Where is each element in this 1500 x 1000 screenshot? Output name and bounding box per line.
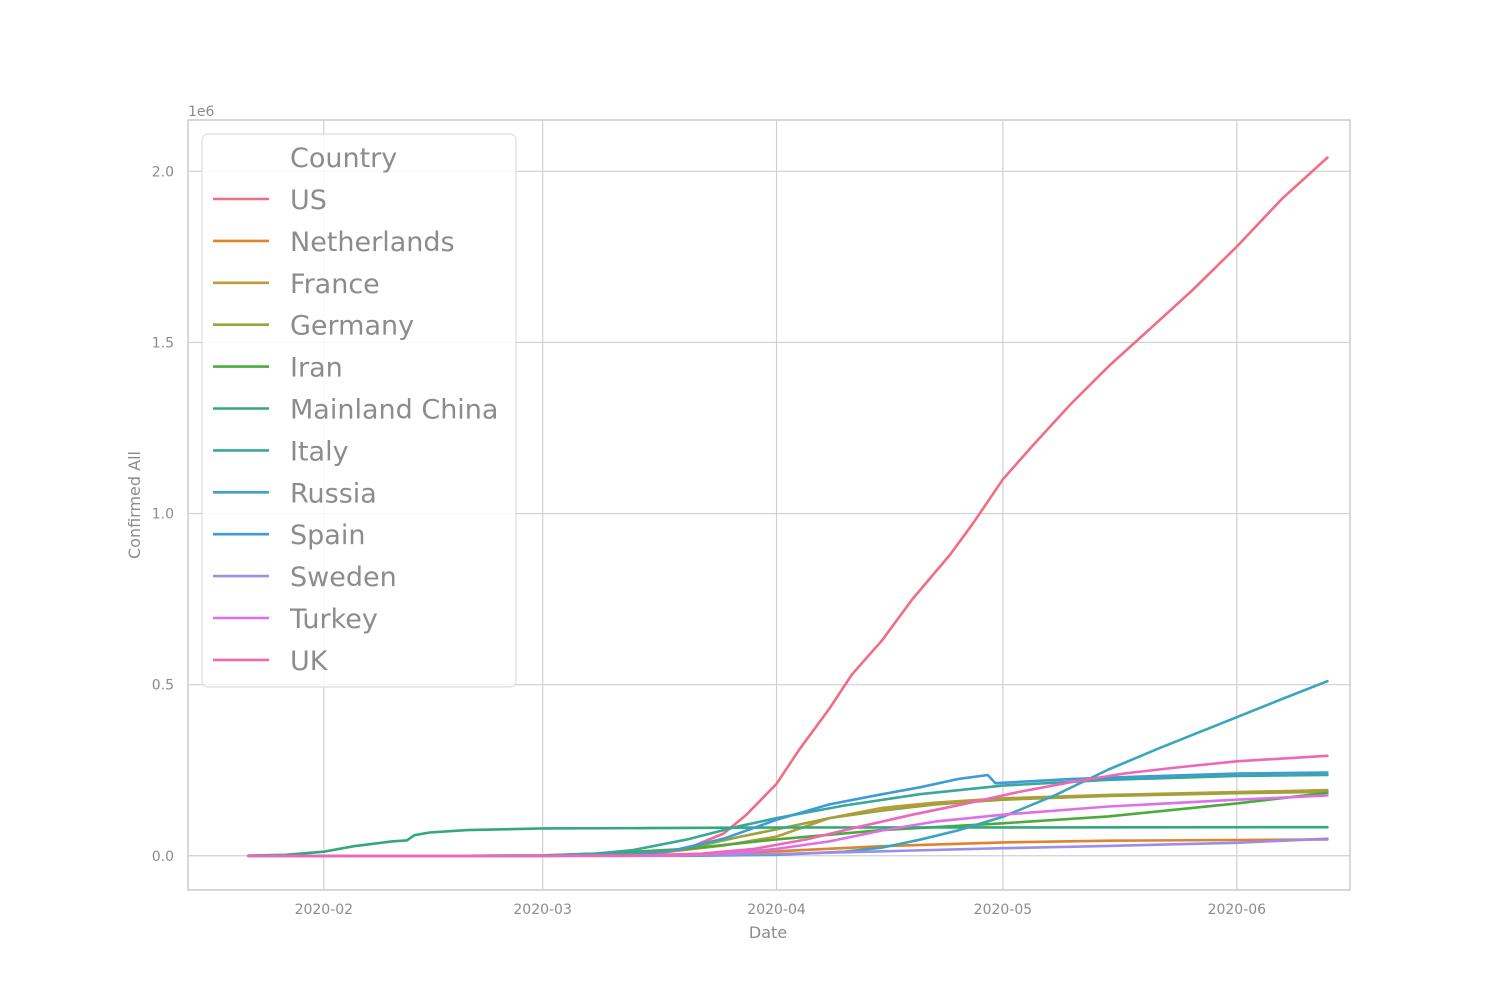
- series-line-uk: [247, 754, 1329, 858]
- y-tick-label: 1.0: [152, 507, 174, 523]
- y-axis-label: Confirmed All: [125, 451, 144, 559]
- x-tick-label: 2020-04: [747, 902, 806, 918]
- legend-label-mainland-china: Mainland China: [290, 395, 498, 426]
- y-tick-label: 1.5: [152, 335, 174, 351]
- x-tick-label: 2020-03: [513, 902, 572, 918]
- plot-frame: [187, 119, 1351, 891]
- legend-label-uk: UK: [290, 646, 329, 677]
- series-lines: [247, 156, 1329, 858]
- legend-items: US Netherlands France Germany Iran Mainland C…: [213, 185, 498, 677]
- legend-title: Country: [290, 143, 397, 174]
- legend-label-france: France: [290, 269, 380, 300]
- tick-labels: 2020-02 2020-03 2020-04 2020-05 2020-06 0.0 0.…: [152, 164, 1266, 918]
- legend-label-iran: Iran: [290, 353, 343, 384]
- y-tick-label: 0.5: [152, 678, 174, 694]
- legend-label-sweden: Sweden: [290, 562, 397, 593]
- legend-label-russia: Russia: [290, 478, 377, 509]
- legend-label-spain: Spain: [290, 520, 365, 551]
- y-tick-label: 0.0: [152, 849, 174, 865]
- x-tick-label: 2020-06: [1208, 902, 1267, 918]
- y-tick-label: 2.0: [152, 164, 174, 180]
- series-line-france: [247, 788, 1329, 858]
- legend-label-turkey: Turkey: [289, 604, 378, 635]
- x-tick-label: 2020-05: [974, 902, 1033, 918]
- legend: Country US Netherlands France Germany Iran Ma…: [201, 133, 517, 688]
- legend-label-us: US: [290, 185, 327, 216]
- series-line-us: [247, 156, 1329, 858]
- legend-label-netherlands: Netherlands: [290, 227, 455, 258]
- legend-box: [201, 133, 517, 688]
- x-tick-label: 2020-02: [295, 902, 354, 918]
- x-axis-label: Date: [749, 923, 787, 942]
- legend-label-italy: Italy: [290, 436, 349, 467]
- legend-label-germany: Germany: [290, 311, 414, 342]
- y-offset-label: 1e6: [188, 104, 215, 120]
